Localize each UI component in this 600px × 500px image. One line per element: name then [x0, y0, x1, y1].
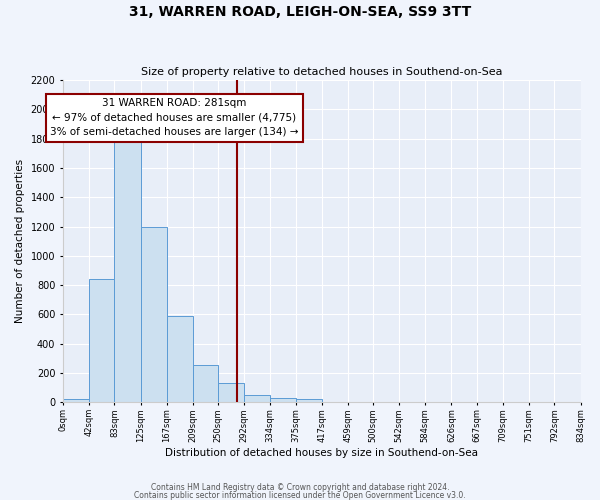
Bar	[115, 138, 140, 402]
Bar	[63, 398, 89, 402]
Bar	[296, 400, 322, 402]
Text: Contains HM Land Registry data © Crown copyright and database right 2024.: Contains HM Land Registry data © Crown c…	[151, 484, 449, 492]
Bar	[218, 384, 244, 402]
Bar	[270, 398, 296, 402]
Bar	[140, 226, 167, 402]
Bar	[244, 395, 270, 402]
Bar	[193, 365, 218, 403]
Text: Contains public sector information licensed under the Open Government Licence v3: Contains public sector information licen…	[134, 490, 466, 500]
Bar	[167, 316, 193, 402]
Title: Size of property relative to detached houses in Southend-on-Sea: Size of property relative to detached ho…	[141, 66, 502, 76]
Bar	[89, 280, 115, 402]
X-axis label: Distribution of detached houses by size in Southend-on-Sea: Distribution of detached houses by size …	[165, 448, 478, 458]
Text: 31, WARREN ROAD, LEIGH-ON-SEA, SS9 3TT: 31, WARREN ROAD, LEIGH-ON-SEA, SS9 3TT	[129, 5, 471, 19]
Text: 31 WARREN ROAD: 281sqm
← 97% of detached houses are smaller (4,775)
3% of semi-d: 31 WARREN ROAD: 281sqm ← 97% of detached…	[50, 98, 298, 138]
Y-axis label: Number of detached properties: Number of detached properties	[15, 159, 25, 324]
